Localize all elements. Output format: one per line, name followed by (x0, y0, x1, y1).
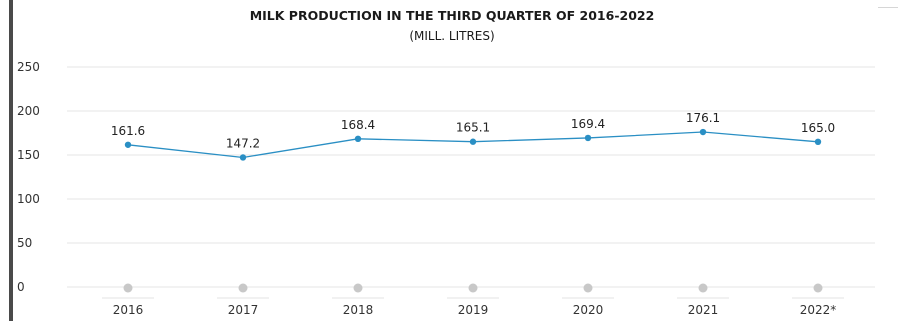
x-tick-label: 2016 (113, 303, 144, 317)
data-label: 147.2 (226, 136, 260, 150)
x-tick-label: 2019 (458, 303, 489, 317)
data-point (699, 128, 707, 136)
y-tick-label: 150 (17, 148, 40, 162)
y-tick-label: 200 (17, 104, 40, 118)
x-tick-label: 2018 (343, 303, 374, 317)
x-tick-label: 2021 (688, 303, 719, 317)
x-axis-marker (238, 283, 248, 293)
data-point (814, 138, 822, 145)
x-tick-label: 2017 (228, 303, 259, 317)
gridlines (67, 66, 875, 288)
x-axis-marker (353, 283, 363, 293)
data-label: 165.0 (801, 121, 835, 135)
corner-divider (878, 7, 898, 8)
x-axis-marker (698, 283, 708, 293)
data-point (469, 138, 477, 145)
data-point (354, 135, 362, 143)
x-axis-marker (813, 283, 823, 293)
x-axis-marker (468, 283, 478, 293)
x-axis-marker (583, 283, 593, 293)
x-axis: 2016 2017 2018 2019 2020 2021 2022* (102, 283, 844, 317)
data-label: 169.4 (571, 117, 605, 131)
series-line-group (124, 128, 822, 161)
x-tick-label: 2020 (573, 303, 604, 317)
data-point (124, 141, 132, 148)
y-axis-ticks: 0 50 100 150 200 250 (17, 60, 40, 294)
data-label: 161.6 (111, 124, 145, 138)
y-tick-label: 0 (17, 280, 25, 294)
data-point (584, 134, 592, 142)
data-label: 168.4 (341, 118, 375, 132)
data-label: 176.1 (686, 111, 720, 125)
y-tick-label: 250 (17, 60, 40, 74)
chart-title: MILK PRODUCTION IN THE THIRD QUARTER OF … (250, 8, 655, 23)
chart-subtitle: (MILL. LITRES) (409, 29, 494, 43)
data-labels: 161.6 147.2 168.4 165.1 169.4 176.1 165.0 (111, 111, 835, 150)
data-label: 165.1 (456, 121, 490, 135)
x-tick-label: 2022* (800, 303, 837, 317)
x-axis-marker (123, 283, 133, 293)
left-accent-bar (9, 0, 13, 321)
data-point (239, 154, 247, 161)
y-tick-label: 100 (17, 192, 40, 206)
y-tick-label: 50 (17, 236, 32, 250)
